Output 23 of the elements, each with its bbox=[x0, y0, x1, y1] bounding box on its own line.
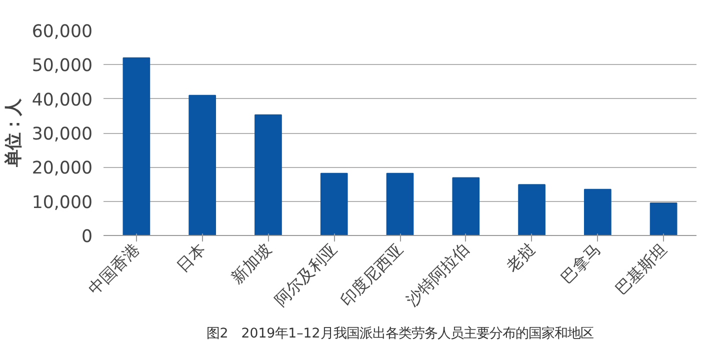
bar bbox=[650, 202, 678, 236]
x-tick-label: 巴基斯坦 bbox=[612, 240, 670, 298]
y-tick-label: 30,000 bbox=[32, 124, 93, 144]
bar bbox=[188, 94, 216, 236]
bar bbox=[386, 172, 414, 236]
bar bbox=[584, 188, 612, 236]
bar bbox=[518, 184, 546, 236]
y-tick-label: 50,000 bbox=[32, 56, 93, 76]
y-tick-label: 40,000 bbox=[32, 90, 93, 110]
bar bbox=[122, 57, 150, 236]
y-tick-label: 10,000 bbox=[32, 192, 93, 213]
bar bbox=[254, 114, 282, 236]
y-tick-label: 60,000 bbox=[32, 22, 93, 42]
y-tick-label: 0 bbox=[81, 227, 93, 247]
caption: 图2 2019年1–12月我国派出各类劳务人员主要分布的国家和地区 bbox=[206, 326, 594, 342]
bar bbox=[320, 172, 348, 236]
x-tick-label: 巴拿马 bbox=[557, 240, 604, 288]
y-axis-title: 单位：人 bbox=[4, 98, 24, 168]
y-tick-label: 20,000 bbox=[32, 158, 93, 179]
x-tick-label: 日本 bbox=[172, 240, 210, 276]
x-tick-label: 老挝 bbox=[502, 240, 538, 276]
x-tick-label: 新加坡 bbox=[228, 240, 275, 288]
bar bbox=[452, 177, 480, 236]
